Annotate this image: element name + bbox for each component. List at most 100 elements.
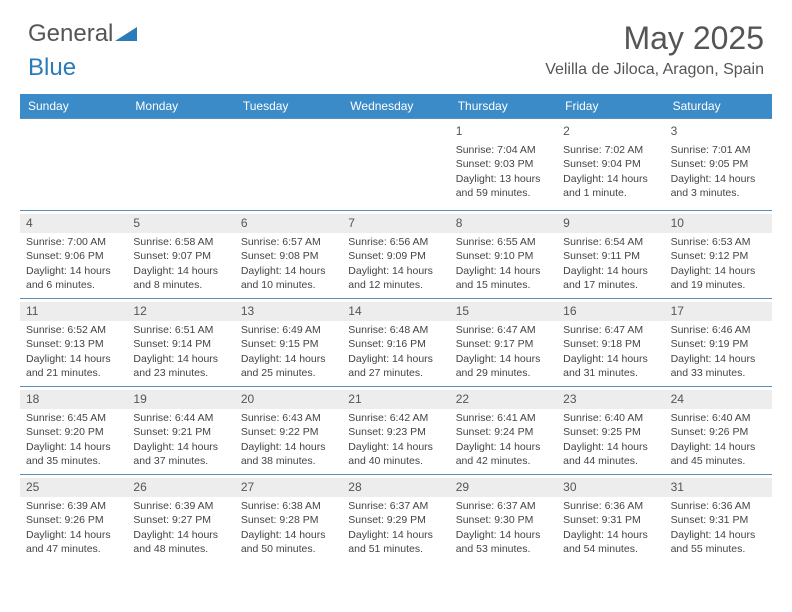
day-details: Sunrise: 6:57 AMSunset: 9:08 PMDaylight:… <box>241 235 336 292</box>
day-empty <box>235 118 342 210</box>
day-1: 1Sunrise: 7:04 AMSunset: 9:03 PMDaylight… <box>450 118 557 210</box>
day-number: 14 <box>342 302 449 321</box>
daylight-line: Daylight: 14 hours and 8 minutes. <box>133 264 228 292</box>
sunrise-line: Sunrise: 6:46 AM <box>671 323 766 337</box>
sunrise-line: Sunrise: 6:39 AM <box>26 499 121 513</box>
day-number: 12 <box>127 302 234 321</box>
sunset-line: Sunset: 9:04 PM <box>563 157 658 171</box>
sunrise-line: Sunrise: 6:37 AM <box>348 499 443 513</box>
day-number: 15 <box>450 302 557 321</box>
daylight-line: Daylight: 14 hours and 6 minutes. <box>26 264 121 292</box>
daylight-line: Daylight: 14 hours and 21 minutes. <box>26 352 121 380</box>
day-15: 15Sunrise: 6:47 AMSunset: 9:17 PMDayligh… <box>450 298 557 386</box>
day-28: 28Sunrise: 6:37 AMSunset: 9:29 PMDayligh… <box>342 474 449 562</box>
sunrise-line: Sunrise: 6:45 AM <box>26 411 121 425</box>
weeks: 1Sunrise: 7:04 AMSunset: 9:03 PMDaylight… <box>20 118 772 562</box>
day-number: 31 <box>665 478 772 497</box>
sunset-line: Sunset: 9:18 PM <box>563 337 658 351</box>
day-details: Sunrise: 6:49 AMSunset: 9:15 PMDaylight:… <box>241 323 336 380</box>
day-19: 19Sunrise: 6:44 AMSunset: 9:21 PMDayligh… <box>127 386 234 474</box>
daylight-line: Daylight: 14 hours and 25 minutes. <box>241 352 336 380</box>
sunrise-line: Sunrise: 7:04 AM <box>456 143 551 157</box>
day-number: 23 <box>557 390 664 409</box>
day-3: 3Sunrise: 7:01 AMSunset: 9:05 PMDaylight… <box>665 118 772 210</box>
day-number: 20 <box>235 390 342 409</box>
day-details: Sunrise: 6:40 AMSunset: 9:26 PMDaylight:… <box>671 411 766 468</box>
daylight-line: Daylight: 14 hours and 40 minutes. <box>348 440 443 468</box>
sunrise-line: Sunrise: 6:54 AM <box>563 235 658 249</box>
day-number: 7 <box>342 214 449 233</box>
sunrise-line: Sunrise: 6:37 AM <box>456 499 551 513</box>
day-21: 21Sunrise: 6:42 AMSunset: 9:23 PMDayligh… <box>342 386 449 474</box>
sunset-line: Sunset: 9:26 PM <box>26 513 121 527</box>
sunset-line: Sunset: 9:06 PM <box>26 249 121 263</box>
day-14: 14 Sunrise: 6:48 AMSunset: 9:16 PMDayligh… <box>342 298 449 386</box>
day-details: Sunrise: 6:55 AMSunset: 9:10 PMDaylight:… <box>456 235 551 292</box>
sunset-line: Sunset: 9:25 PM <box>563 425 658 439</box>
day-details: Sunrise: 6:46 AMSunset: 9:19 PMDaylight:… <box>671 323 766 380</box>
daylight-line: Daylight: 14 hours and 44 minutes. <box>563 440 658 468</box>
sunrise-line: Sunrise: 7:00 AM <box>26 235 121 249</box>
sunrise-line: Sunrise: 6:52 AM <box>26 323 121 337</box>
sunrise-line: Sunrise: 7:02 AM <box>563 143 658 157</box>
daylight-line: Daylight: 14 hours and 33 minutes. <box>671 352 766 380</box>
daylight-line: Daylight: 14 hours and 35 minutes. <box>26 440 121 468</box>
day-25: 25Sunrise: 6:39 AMSunset: 9:26 PMDayligh… <box>20 474 127 562</box>
day-number: 5 <box>127 214 234 233</box>
day-number: 10 <box>665 214 772 233</box>
sunrise-line: Sunrise: 6:55 AM <box>456 235 551 249</box>
day-number: 18 <box>20 390 127 409</box>
sunrise-line: Sunrise: 6:58 AM <box>133 235 228 249</box>
day-number: 19 <box>127 390 234 409</box>
daylight-line: Daylight: 14 hours and 10 minutes. <box>241 264 336 292</box>
sunset-line: Sunset: 9:31 PM <box>671 513 766 527</box>
logo-triangle-icon <box>115 20 137 48</box>
week-row: 18Sunrise: 6:45 AMSunset: 9:20 PMDayligh… <box>20 386 772 474</box>
logo-part1: General <box>28 20 113 47</box>
sunset-line: Sunset: 9:24 PM <box>456 425 551 439</box>
day-24: 24Sunrise: 6:40 AMSunset: 9:26 PMDayligh… <box>665 386 772 474</box>
sunset-line: Sunset: 9:21 PM <box>133 425 228 439</box>
day-details: Sunrise: 6:56 AMSunset: 9:09 PMDaylight:… <box>348 235 443 292</box>
sunrise-line: Sunrise: 6:43 AM <box>241 411 336 425</box>
day-16: 16Sunrise: 6:47 AMSunset: 9:18 PMDayligh… <box>557 298 664 386</box>
sunrise-line: Sunrise: 6:48 AM <box>348 323 443 337</box>
daylight-line: Daylight: 14 hours and 15 minutes. <box>456 264 551 292</box>
daylight-line: Daylight: 14 hours and 27 minutes. <box>348 352 443 380</box>
day-header-wednesday: Wednesday <box>342 94 449 118</box>
sunset-line: Sunset: 9:15 PM <box>241 337 336 351</box>
day-details: Sunrise: 6:37 AMSunset: 9:30 PMDaylight:… <box>456 499 551 556</box>
sunrise-line: Sunrise: 6:40 AM <box>563 411 658 425</box>
week-row: 25Sunrise: 6:39 AMSunset: 9:26 PMDayligh… <box>20 474 772 562</box>
day-header-sunday: Sunday <box>20 94 127 118</box>
week-row: 4Sunrise: 7:00 AMSunset: 9:06 PMDaylight… <box>20 210 772 298</box>
day-number: 17 <box>665 302 772 321</box>
day-details: Sunrise: 6:47 AMSunset: 9:18 PMDaylight:… <box>563 323 658 380</box>
day-10: 10 Sunrise: 6:53 AMSunset: 9:12 PMDayligh… <box>665 210 772 298</box>
sunset-line: Sunset: 9:14 PM <box>133 337 228 351</box>
sunrise-line: Sunrise: 6:53 AM <box>671 235 766 249</box>
day-details: Sunrise: 6:51 AMSunset: 9:14 PMDaylight:… <box>133 323 228 380</box>
sunset-line: Sunset: 9:16 PM <box>348 337 443 351</box>
day-27: 27Sunrise: 6:38 AMSunset: 9:28 PMDayligh… <box>235 474 342 562</box>
sunset-line: Sunset: 9:29 PM <box>348 513 443 527</box>
day-number: 6 <box>235 214 342 233</box>
daylight-line: Daylight: 14 hours and 55 minutes. <box>671 528 766 556</box>
day-4: 4Sunrise: 7:00 AMSunset: 9:06 PMDaylight… <box>20 210 127 298</box>
day-number: 30 <box>557 478 664 497</box>
day-details: Sunrise: 7:02 AMSunset: 9:04 PMDaylight:… <box>563 143 658 200</box>
day-details: Sunrise: 6:53 AMSunset: 9:12 PMDaylight:… <box>671 235 766 292</box>
daylight-line: Daylight: 14 hours and 31 minutes. <box>563 352 658 380</box>
sunset-line: Sunset: 9:19 PM <box>671 337 766 351</box>
day-headers: SundayMondayTuesdayWednesdayThursdayFrid… <box>20 94 772 118</box>
logo: GeneralBlue <box>28 20 137 82</box>
day-2: 2 Sunrise: 7:02 AMSunset: 9:04 PMDaylight… <box>557 118 664 210</box>
sunrise-line: Sunrise: 6:38 AM <box>241 499 336 513</box>
sunset-line: Sunset: 9:31 PM <box>563 513 658 527</box>
day-9: 9Sunrise: 6:54 AMSunset: 9:11 PMDaylight… <box>557 210 664 298</box>
daylight-line: Daylight: 14 hours and 37 minutes. <box>133 440 228 468</box>
sunset-line: Sunset: 9:03 PM <box>456 157 551 171</box>
day-number: 2 <box>557 122 664 141</box>
sunset-line: Sunset: 9:09 PM <box>348 249 443 263</box>
day-details: Sunrise: 7:04 AMSunset: 9:03 PMDaylight:… <box>456 143 551 200</box>
